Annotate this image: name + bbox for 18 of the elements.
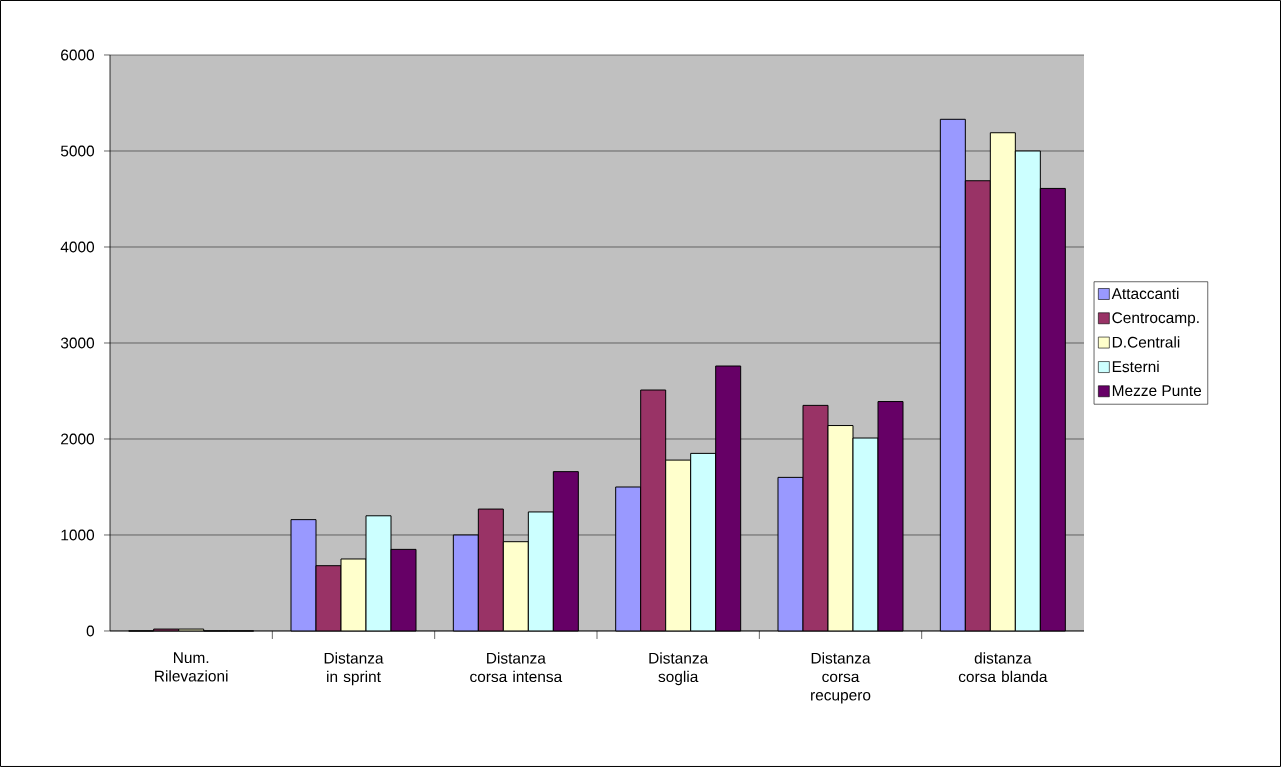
x-tick-label: distanza corsa blanda (958, 652, 1048, 683)
x-tick-label: Distanza in sprint (324, 652, 384, 686)
y-tick-label: 0 (86, 625, 95, 637)
legend-label: Esterni (1112, 360, 1159, 373)
x-tick-label: Distanza corsa recupero (811, 652, 871, 704)
y-tick-label: 5000 (60, 145, 95, 157)
legend-label: Mezze Punte (1112, 385, 1202, 397)
legend-label: Centrocamp. (1112, 312, 1199, 327)
y-tick-label: 4000 (60, 241, 95, 253)
x-tick-label: Distanza soglia (649, 652, 709, 686)
y-tick-label: 2000 (61, 433, 95, 445)
legend-label: D.Centrali (1112, 336, 1180, 348)
legend-label: Attaccanti (1111, 287, 1179, 300)
y-tick-label: 1000 (61, 529, 95, 541)
x-tick-label: Distanza corsa intensa (470, 652, 563, 683)
x-tick-label: Num. Rilevazioni (155, 652, 228, 682)
y-tick-label: 3000 (60, 337, 95, 349)
y-tick-label: 6000 (61, 49, 95, 61)
